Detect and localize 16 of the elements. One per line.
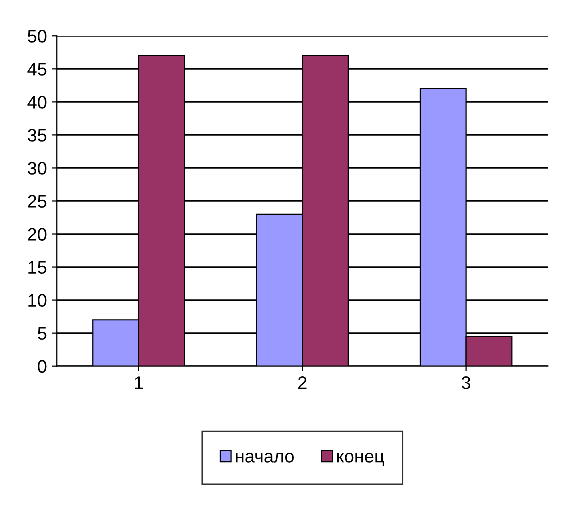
y-tick-label: 25 <box>28 195 47 208</box>
y-tick-label: 5 <box>38 327 47 340</box>
y-tick-label: 45 <box>28 63 47 76</box>
legend-label: конец <box>338 452 384 466</box>
y-tick-label: 30 <box>28 162 47 175</box>
y-tick-label: 50 <box>28 30 47 43</box>
y-tick-label: 10 <box>28 294 47 308</box>
x-tick-label: 2 <box>298 376 307 390</box>
y-tick-label: 35 <box>28 129 47 142</box>
y-tick-label: 0 <box>38 360 47 374</box>
x-tick-label: 1 <box>135 376 144 390</box>
y-tick-label: 20 <box>28 228 47 241</box>
y-tick-label: 40 <box>28 96 47 109</box>
y-tick-label: 15 <box>28 261 47 274</box>
x-tick-label: 3 <box>462 376 471 390</box>
legend-label: начало <box>236 452 294 463</box>
